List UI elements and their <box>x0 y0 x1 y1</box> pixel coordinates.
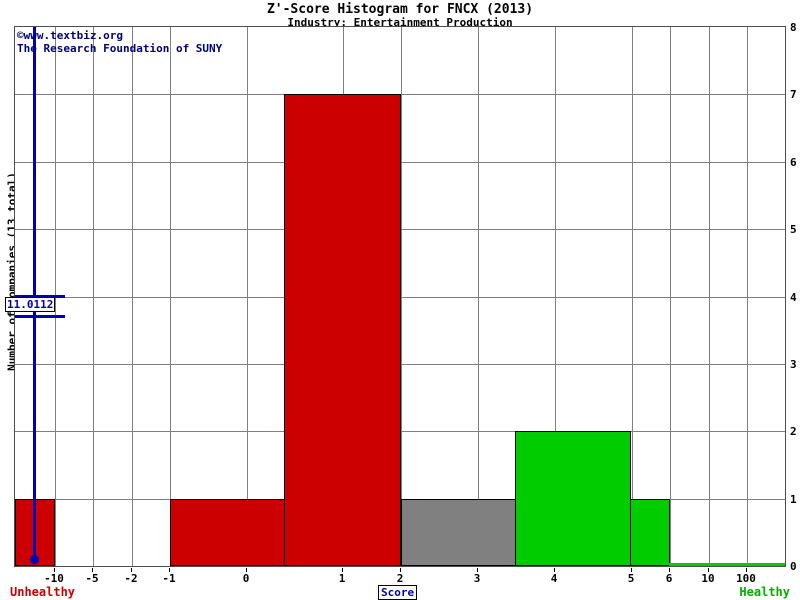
histogram-bar <box>515 431 631 566</box>
x-tickmark <box>400 568 401 572</box>
healthy-zone-label: Healthy <box>739 585 790 599</box>
gridline-x-3 <box>478 27 479 566</box>
histogram-bar <box>401 499 516 566</box>
chart-subtitle: Industry: Entertainment Production <box>287 16 513 29</box>
y-tick-6: 6 <box>790 156 797 169</box>
y-tick-1: 1 <box>790 493 797 506</box>
x-tick-5: 5 <box>627 572 635 585</box>
watermark-line-2: The Research Foundation of SUNY <box>17 42 223 55</box>
x-tick--2: -2 <box>124 572 138 585</box>
gridline-x--5 <box>93 27 94 566</box>
x-tick-1: 1 <box>338 572 346 585</box>
histogram-bar <box>630 499 670 566</box>
x-tick--5: -5 <box>85 572 99 585</box>
x-tickmark <box>169 568 170 572</box>
x-tick-4: 4 <box>550 572 558 585</box>
histogram-bar <box>170 499 285 566</box>
y-tick-0: 0 <box>790 560 797 573</box>
gridline-x-5 <box>632 27 633 566</box>
y-tick-8: 8 <box>790 21 797 34</box>
y-tick-4: 4 <box>790 291 797 304</box>
gridline-x-10 <box>709 27 710 566</box>
x-tickmark <box>631 568 632 572</box>
gridline-x--2 <box>132 27 133 566</box>
x-tickmark <box>746 568 747 572</box>
y-tick-5: 5 <box>790 223 797 236</box>
x-tickmark <box>708 568 709 572</box>
histogram-bar <box>284 94 401 566</box>
y-tick-7: 7 <box>790 88 797 101</box>
gridline-x-0 <box>247 27 248 566</box>
y-tick-3: 3 <box>790 358 797 371</box>
watermark: ©www.textbiz.org The Research Foundation… <box>17 29 222 55</box>
x-tickmark <box>92 568 93 572</box>
x-axis-label: Score <box>378 585 418 600</box>
x-tick-0: 0 <box>242 572 250 585</box>
x-tickmark <box>669 568 670 572</box>
x-tickmark <box>54 568 55 572</box>
x-tick--10: -10 <box>44 572 64 585</box>
company-marker-value: 11.0112 <box>5 297 56 312</box>
x-tickmark <box>477 568 478 572</box>
company-marker-cap-bottom <box>15 315 65 318</box>
x-tickmark <box>246 568 247 572</box>
gridline-x-4 <box>555 27 556 566</box>
unhealthy-zone-label: Unhealthy <box>10 585 76 599</box>
x-tick-3: 3 <box>473 572 481 585</box>
x-tick-6: 6 <box>665 572 673 585</box>
gridline-x-100 <box>747 27 748 566</box>
gridline-x-6 <box>670 27 671 566</box>
x-tick--1: -1 <box>162 572 176 585</box>
x-tick-100: 100 <box>736 572 756 585</box>
x-tick-2: 2 <box>396 572 404 585</box>
x-tick-10: 10 <box>701 572 715 585</box>
y-tick-2: 2 <box>790 425 797 438</box>
x-tickmark <box>342 568 343 572</box>
gridline-x-2 <box>401 27 402 566</box>
gridline-x--1 <box>170 27 171 566</box>
chart-title: Z'-Score Histogram for FNCX (2013) <box>266 2 534 17</box>
watermark-line-1: ©www.textbiz.org <box>17 29 123 42</box>
x-tickmark <box>131 568 132 572</box>
plot-area: 11.0112 ©www.textbiz.org The Research Fo… <box>5 26 786 567</box>
company-marker-dot <box>30 555 39 564</box>
histogram-bar <box>669 563 785 566</box>
x-tickmark <box>554 568 555 572</box>
company-marker-cap-top <box>15 295 65 298</box>
